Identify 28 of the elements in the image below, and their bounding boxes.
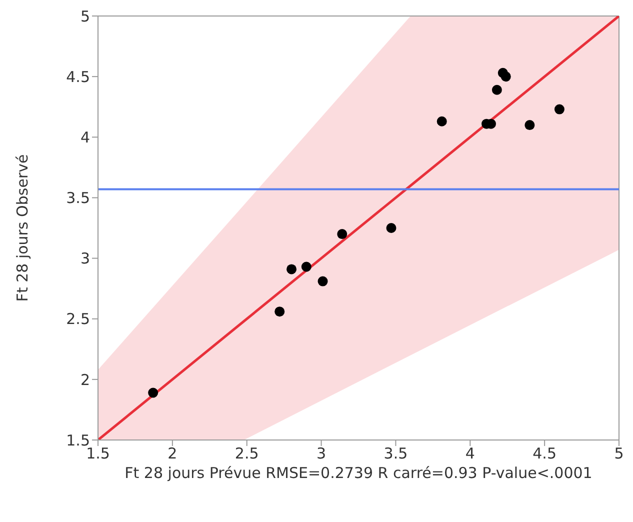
y-tick-label: 4.5 [66,68,90,86]
y-tick-label: 2 [80,370,90,389]
point [301,262,312,272]
point [274,306,285,317]
y-tick-label: 5 [80,7,90,26]
y-tick-label: 4 [80,128,90,146]
y-tick-label: 2.5 [66,310,90,328]
point [386,223,396,233]
x-tick-label: 2.5 [234,444,259,463]
x-tick-label: 3.5 [384,444,408,463]
point [524,120,535,130]
point [492,84,502,95]
y-tick-label: 3.5 [66,189,90,208]
y-tick-label: 3 [80,250,90,268]
x-tick-label: 2 [168,444,178,463]
x-tick-label: 5 [614,444,624,463]
point [337,229,348,240]
x-tick-label: 4 [465,444,475,463]
point [148,388,158,398]
x-tick-label: 4.5 [532,444,556,463]
point [554,104,564,114]
point [318,276,328,286]
x-axis-title: Ft 28 jours Prévue RMSE=0.2739 R carré=0.93 P-value<.0001 [124,464,592,482]
x-tick-label: 3 [316,444,326,463]
point [500,72,511,82]
point [436,116,447,126]
point [286,264,297,274]
y-axis-title: Ft 28 jours Observé [13,154,32,302]
